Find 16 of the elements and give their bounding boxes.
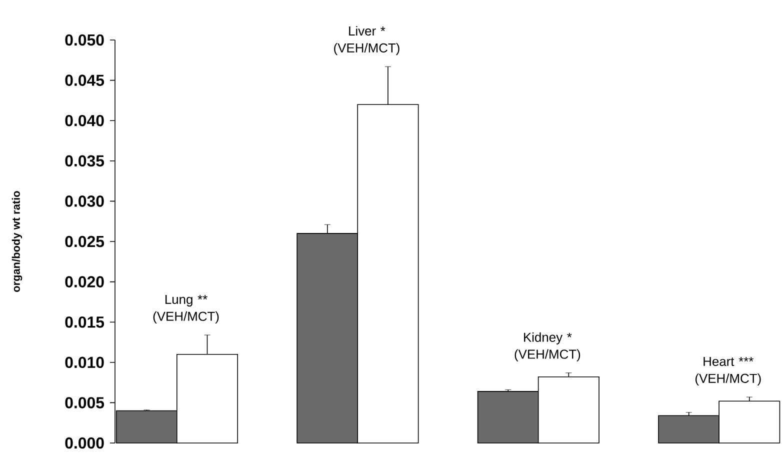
annotation: Kidney * (VEH/MCT) <box>514 332 580 362</box>
y-tick-label: 0.040 <box>65 114 104 126</box>
annotation: Heart *** (VEH/MCT) <box>695 357 761 386</box>
y-tick-label: 0.005 <box>65 397 104 408</box>
y-axis-title: organ/body wt ratio <box>12 191 22 292</box>
y-tick-label: 0.035 <box>65 155 104 167</box>
y-tick-label: 0.045 <box>65 74 104 86</box>
y-tick-label: 0.030 <box>65 196 104 207</box>
y-tick-label: 0.050 <box>65 34 104 46</box>
y-tick-label: 0.000 <box>65 437 104 449</box>
annotation: Liver * (VEH/MCT) <box>334 26 400 56</box>
annotation: Lung ** (VEH/MCT) <box>153 294 219 324</box>
y-tick-label: 0.015 <box>65 316 104 328</box>
y-tick-label: 0.010 <box>65 356 104 368</box>
y-tick-label: 0.025 <box>65 236 104 248</box>
y-tick-label: 0.020 <box>65 276 104 288</box>
